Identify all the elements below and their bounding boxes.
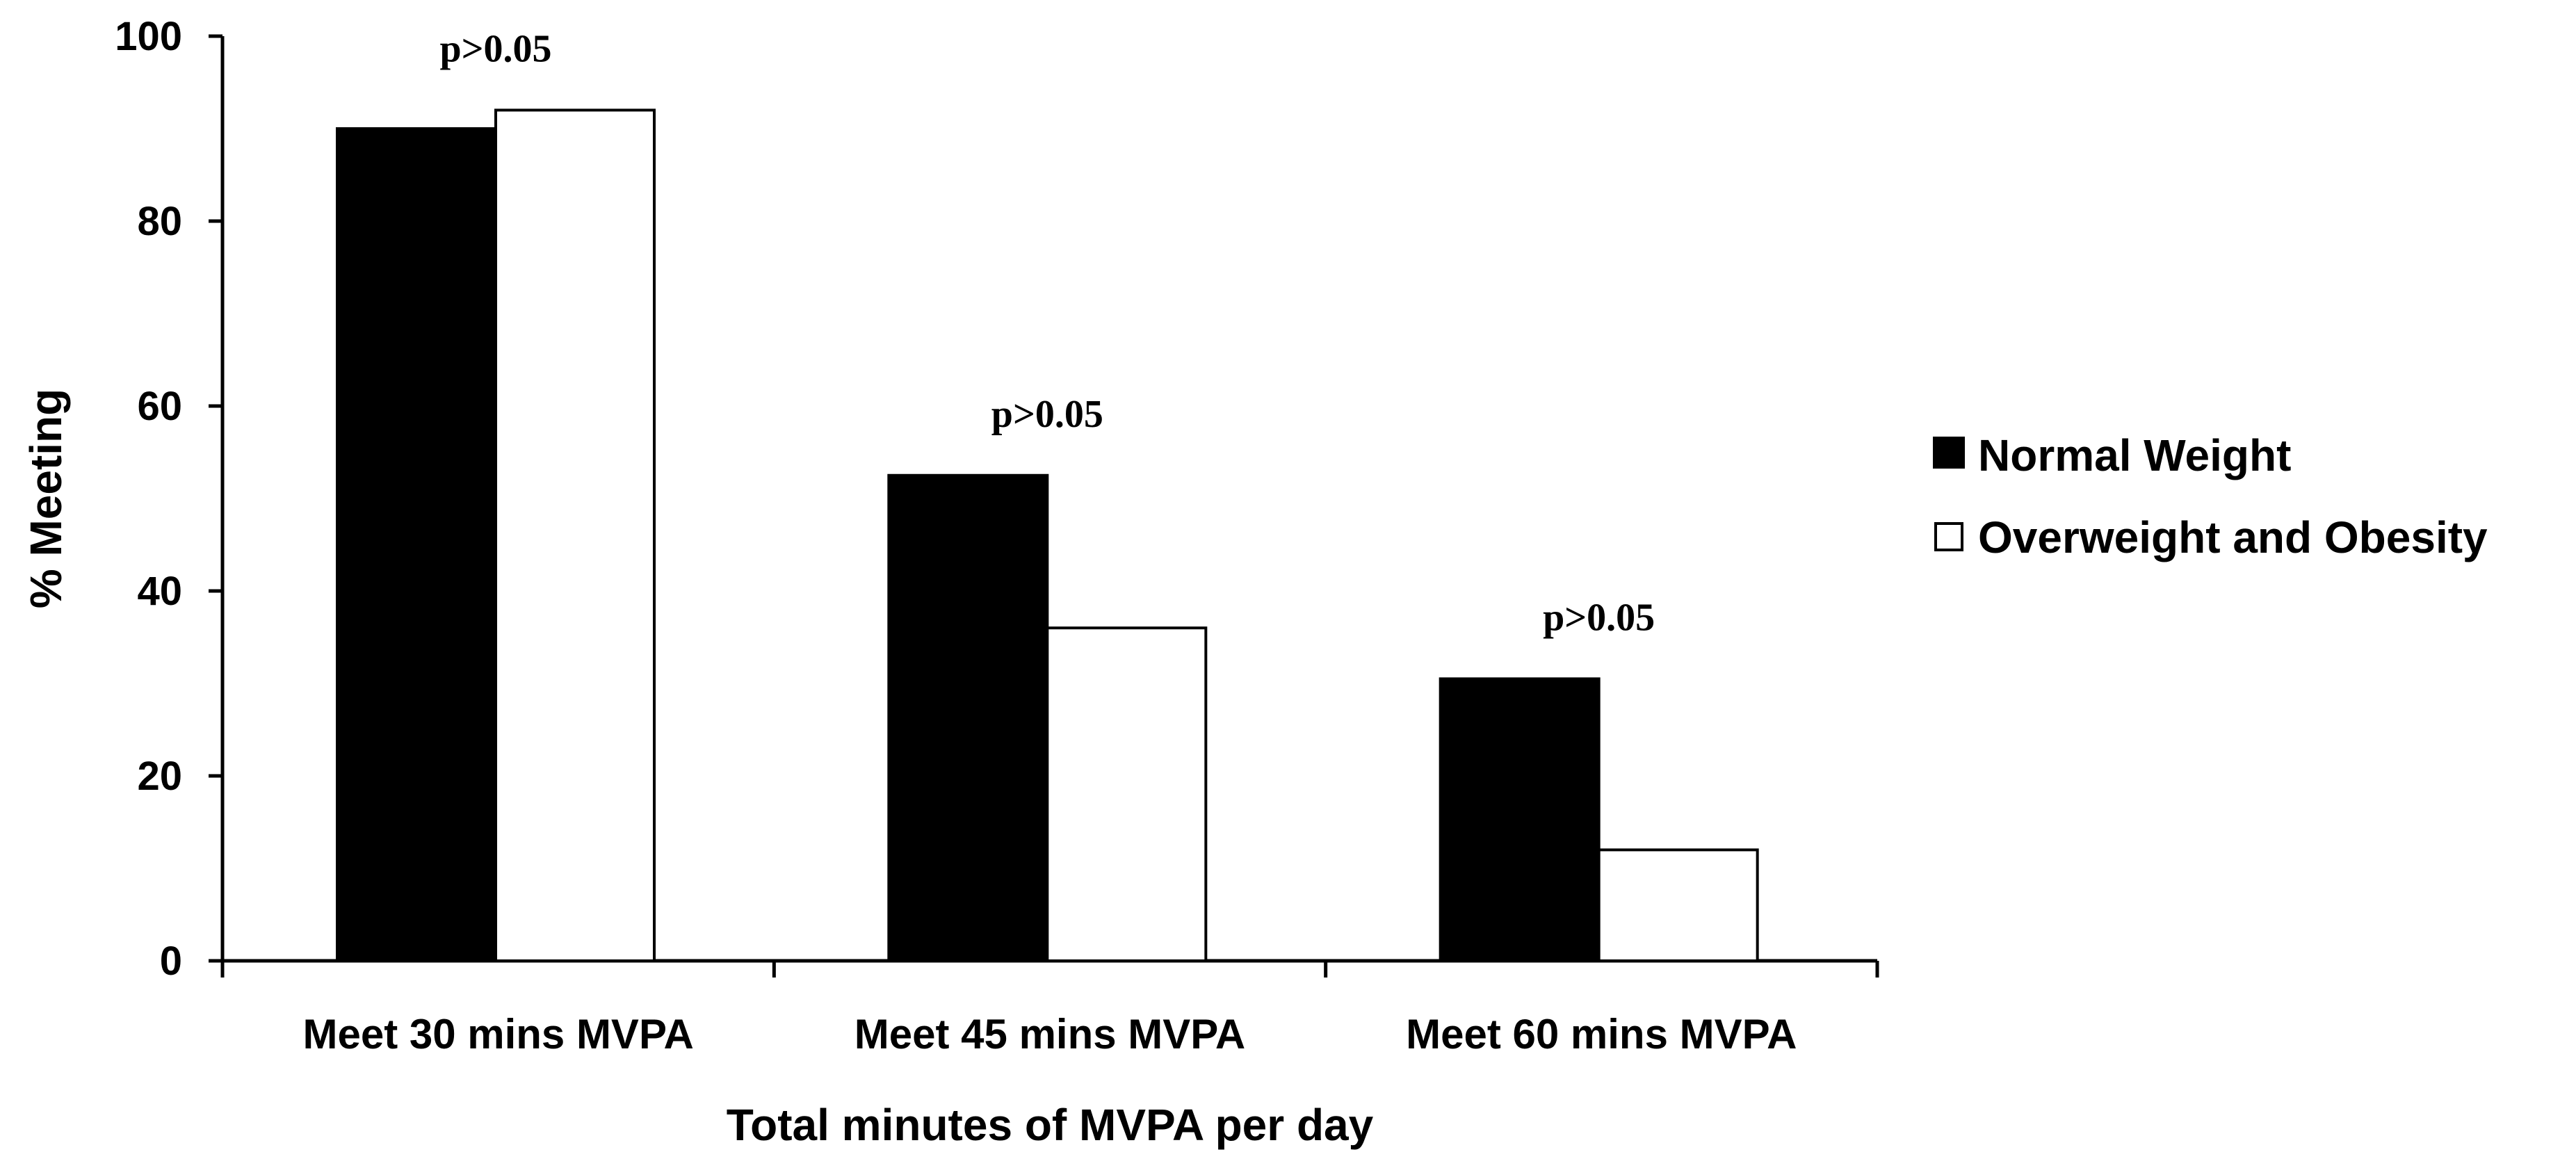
y-tick-label: 100 [115,14,182,59]
bar-normal-weight [887,473,1049,962]
bar-normal-weight [336,127,497,962]
x-category-label: Meet 45 mins MVPA [854,1011,1245,1057]
legend-label-normal-weight: Normal Weight [1978,430,2291,480]
p-value-annotation: p>0.05 [439,27,551,70]
p-value-annotation: p>0.05 [1543,596,1655,639]
annotations: p>0.05 p>0.05 p>0.05 [439,27,1655,639]
y-tick-label: 80 [137,199,182,244]
y-tick-label: 60 [137,384,182,429]
bar-overweight-obesity [494,108,656,962]
x-axis-title: Total minutes of MVPA per day [727,1100,1374,1150]
y-tick-label: 40 [137,569,182,614]
legend-label-overweight-obesity: Overweight and Obesity [1978,512,2488,562]
y-axis-title: % Meeting [21,389,71,608]
y-tick-label: 20 [137,754,182,799]
bar-series [336,108,1759,963]
bar-overweight-obesity [1046,626,1208,962]
x-category-label: Meet 60 mins MVPA [1406,1011,1797,1057]
bar-normal-weight [1439,677,1601,962]
legend-swatch-overweight-obesity [1934,522,1963,551]
x-category-label: Meet 30 mins MVPA [302,1011,693,1057]
y-axis-ticks: 0 20 40 60 80 100 [115,14,222,984]
legend-swatch-normal-weight [1933,437,1965,469]
y-tick-label: 0 [160,939,182,984]
legend: Normal Weight Overweight and Obesity [1933,430,2488,562]
p-value-annotation: p>0.05 [991,393,1103,436]
bar-overweight-obesity [1597,848,1759,963]
x-axis-ticks: Meet 30 mins MVPA Meet 45 mins MVPA Meet 6… [220,961,1879,1057]
